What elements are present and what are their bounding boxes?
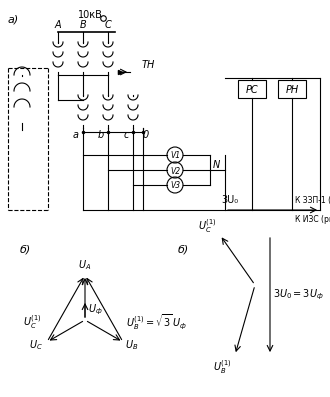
Text: V3: V3 xyxy=(170,181,180,191)
Text: c: c xyxy=(123,130,129,140)
Text: A: A xyxy=(55,20,61,30)
Text: б): б) xyxy=(178,245,189,255)
Text: 3U₀: 3U₀ xyxy=(221,195,239,205)
Text: $U_B^{(1)}$: $U_B^{(1)}$ xyxy=(213,358,232,376)
Text: a: a xyxy=(73,130,79,140)
Text: V1: V1 xyxy=(170,152,180,160)
Text: C: C xyxy=(105,20,112,30)
Text: РН: РН xyxy=(285,85,299,95)
Text: N: N xyxy=(213,160,220,170)
Text: B: B xyxy=(80,20,86,30)
Text: К ЗЗП-1 (рис.21): К ЗЗП-1 (рис.21) xyxy=(295,196,330,205)
Text: 0: 0 xyxy=(143,130,149,140)
Text: $U_B$: $U_B$ xyxy=(125,338,138,352)
Text: К ИЗС (рис.22): К ИЗС (рис.22) xyxy=(295,215,330,224)
Text: $U_C$: $U_C$ xyxy=(29,338,43,352)
Text: ТН: ТН xyxy=(141,60,155,70)
Text: РС: РС xyxy=(246,85,258,95)
Text: а): а) xyxy=(8,14,19,24)
Text: б): б) xyxy=(20,245,31,255)
Text: $U_C^{(1)}$: $U_C^{(1)}$ xyxy=(198,217,217,235)
Text: 10кВ: 10кВ xyxy=(78,10,102,20)
FancyBboxPatch shape xyxy=(238,80,266,98)
Text: $U_ф$: $U_ф$ xyxy=(88,303,103,317)
Text: $U_B^{(1)}=\sqrt{3}\,U_ф$: $U_B^{(1)}=\sqrt{3}\,U_ф$ xyxy=(126,312,187,331)
Text: $U_A$: $U_A$ xyxy=(78,258,92,272)
Text: b: b xyxy=(98,130,104,140)
Text: $3U_0=3U_ф$: $3U_0=3U_ф$ xyxy=(273,288,324,302)
Text: $U_C^{(1)}$: $U_C^{(1)}$ xyxy=(23,313,42,331)
FancyBboxPatch shape xyxy=(278,80,306,98)
Text: V2: V2 xyxy=(170,166,180,175)
